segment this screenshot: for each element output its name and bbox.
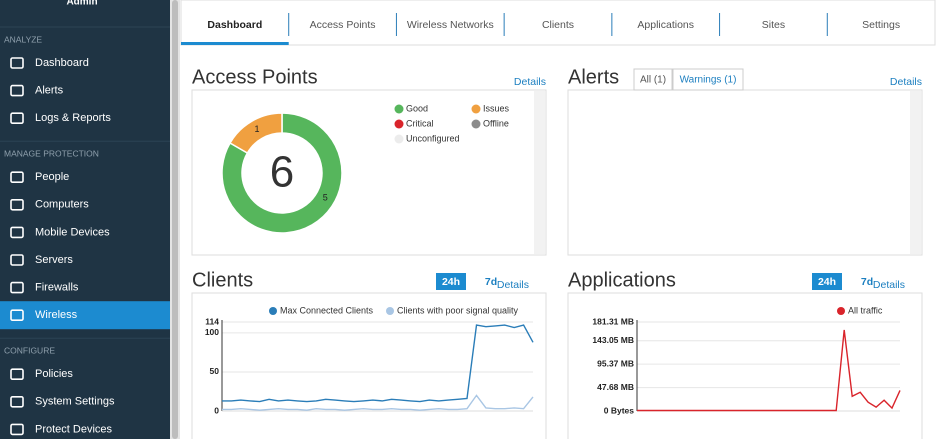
details-link[interactable]: Details (497, 279, 529, 291)
user-name: Admin (66, 0, 97, 8)
section-title: MANAGE PROTECTION (4, 148, 99, 158)
menu-icon (10, 368, 24, 381)
alert-tab-label[interactable]: Warnings (1) (680, 75, 737, 86)
legend-label: Max Connected Clients (280, 305, 374, 315)
tab[interactable]: Access Points (310, 19, 376, 31)
legend-dot (471, 104, 481, 114)
menu-item[interactable]: Servers (35, 254, 73, 266)
tab[interactable]: Clients (542, 19, 574, 31)
y-tick-label: 0 (214, 405, 219, 415)
details-link[interactable]: Details (890, 76, 922, 88)
menu-item[interactable]: Firewalls (35, 282, 79, 294)
menu-icon (10, 309, 24, 322)
y-tick-label: 95.37 MB (597, 358, 634, 368)
range-label[interactable]: 7d (485, 276, 497, 288)
menu-icon (10, 84, 24, 97)
legend-dot (837, 307, 845, 315)
scrollbar (910, 91, 921, 254)
alert-tab-label[interactable]: All (1) (640, 75, 666, 86)
legend-dot (386, 307, 394, 315)
legend-dot (394, 134, 404, 144)
y-tick-label: 100 (205, 327, 219, 337)
menu-item[interactable]: Logs & Reports (35, 112, 111, 124)
y-tick-label: 143.05 MB (592, 335, 634, 345)
scrollbar-thumb (172, 0, 178, 439)
series-line (222, 324, 534, 403)
y-tick-label: 47.68 MB (597, 382, 634, 392)
menu-icon (10, 281, 24, 294)
range-label[interactable]: 24h (818, 276, 836, 288)
menu-icon (10, 171, 24, 183)
menu-item[interactable]: Wireless (35, 309, 78, 321)
panel-title: Alerts (568, 66, 619, 88)
series-line (222, 394, 534, 411)
donut-segment (221, 112, 343, 234)
range-label[interactable]: 24h (442, 276, 460, 288)
tab-underline (181, 42, 289, 45)
menu-item[interactable]: Mobile Devices (35, 226, 110, 238)
menu-icon (10, 254, 24, 266)
details-link[interactable]: Details (873, 279, 905, 291)
legend-dot (269, 307, 277, 315)
tab-bar (180, 0, 936, 46)
panel-box (567, 292, 923, 439)
legend-label: Issues (483, 103, 510, 113)
sidebar (0, 0, 170, 439)
menu-icon (10, 423, 24, 436)
y-tick-label: 0 Bytes (604, 405, 635, 415)
alert-tab (633, 68, 673, 91)
legend-label: Offline (483, 118, 509, 128)
active-item-bg (0, 301, 170, 330)
alert-tab (672, 68, 744, 91)
menu-icon (10, 395, 24, 408)
panel-box (191, 292, 547, 439)
tab[interactable]: Applications (637, 19, 694, 31)
series-line (637, 329, 901, 412)
legend-dot (394, 119, 404, 129)
range-button (436, 273, 466, 290)
menu-item[interactable]: Policies (35, 368, 73, 380)
menu-item[interactable]: Computers (35, 199, 89, 211)
legend-label: Good (406, 103, 428, 113)
menu-icon (10, 57, 24, 69)
panel-title: Clients (192, 269, 253, 291)
y-tick-label: 50 (210, 366, 220, 376)
scrollbar (534, 91, 545, 254)
donut-total: 6 (270, 148, 294, 197)
tab[interactable]: Sites (762, 19, 785, 31)
menu-item[interactable]: Dashboard (35, 57, 89, 69)
menu-item[interactable]: Alerts (35, 85, 64, 97)
menu-item[interactable]: Protect Devices (35, 423, 113, 435)
legend-label: Unconfigured (406, 133, 460, 143)
section-title: CONFIGURE (4, 345, 55, 355)
panel-box (567, 89, 923, 256)
menu-item[interactable]: System Settings (35, 396, 115, 408)
menu-icon (10, 112, 24, 124)
section-title: ANALYZE (4, 34, 42, 44)
panel-box (191, 89, 547, 256)
panel-title: Access Points (192, 66, 318, 88)
legend-label: All traffic (848, 305, 883, 315)
tab[interactable]: Settings (862, 19, 900, 31)
legend-dot (471, 119, 481, 129)
y-tick-label: 114 (205, 316, 219, 326)
range-button (812, 273, 842, 290)
legend-label: Clients with poor signal quality (397, 305, 519, 315)
menu-item[interactable]: People (35, 171, 69, 183)
tab[interactable]: Wireless Networks (407, 19, 494, 31)
segment-label: 5 (323, 192, 328, 202)
donut-segment (229, 112, 283, 155)
menu-icon (10, 199, 24, 211)
tab[interactable]: Dashboard (207, 19, 262, 31)
panel-title: Applications (568, 269, 676, 291)
y-tick-label: 181.31 MB (592, 316, 634, 326)
details-link[interactable]: Details (514, 76, 546, 88)
menu-icon (10, 226, 24, 239)
legend-dot (394, 104, 404, 114)
range-label[interactable]: 7d (861, 276, 873, 288)
segment-label: 1 (254, 124, 259, 134)
legend-label: Critical (406, 118, 434, 128)
